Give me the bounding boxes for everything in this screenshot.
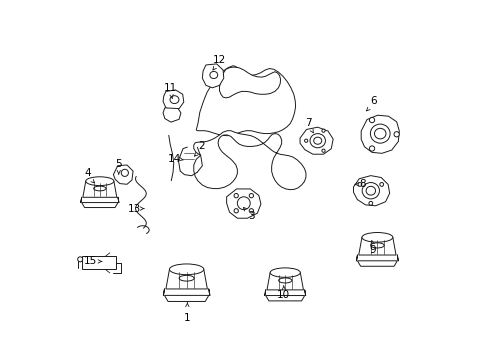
Text: 12: 12	[212, 55, 225, 65]
Polygon shape	[265, 296, 304, 301]
Polygon shape	[266, 273, 303, 290]
Text: 14: 14	[167, 154, 181, 163]
Circle shape	[304, 139, 307, 142]
Ellipse shape	[179, 275, 194, 281]
Text: 3: 3	[248, 211, 254, 221]
Text: 9: 9	[369, 245, 376, 255]
Polygon shape	[163, 108, 181, 122]
Circle shape	[234, 193, 238, 198]
Text: 10: 10	[277, 290, 290, 300]
Circle shape	[121, 169, 128, 176]
Ellipse shape	[209, 71, 217, 78]
Circle shape	[321, 129, 325, 132]
Text: 2: 2	[198, 141, 204, 151]
Circle shape	[368, 146, 374, 151]
Text: 15: 15	[83, 256, 97, 266]
Polygon shape	[193, 131, 305, 190]
Ellipse shape	[370, 243, 384, 248]
Circle shape	[249, 209, 253, 213]
Text: 4: 4	[84, 168, 90, 178]
Ellipse shape	[309, 134, 325, 148]
Polygon shape	[361, 115, 399, 153]
Polygon shape	[165, 269, 207, 289]
Text: 13: 13	[127, 204, 141, 214]
Ellipse shape	[361, 233, 392, 242]
Ellipse shape	[269, 268, 300, 277]
Circle shape	[368, 117, 374, 123]
Polygon shape	[113, 165, 133, 184]
Ellipse shape	[169, 264, 203, 275]
Polygon shape	[196, 66, 295, 136]
Circle shape	[234, 209, 238, 213]
Polygon shape	[81, 203, 118, 208]
Text: 6: 6	[369, 96, 376, 107]
Polygon shape	[357, 261, 397, 266]
Circle shape	[249, 193, 253, 198]
Ellipse shape	[313, 137, 321, 144]
Ellipse shape	[94, 186, 106, 191]
Ellipse shape	[362, 183, 379, 199]
Polygon shape	[202, 64, 224, 88]
Polygon shape	[353, 176, 389, 206]
Polygon shape	[358, 237, 395, 255]
Polygon shape	[164, 296, 208, 301]
Polygon shape	[82, 181, 117, 197]
Circle shape	[379, 183, 383, 186]
Text: 7: 7	[305, 118, 311, 128]
Text: 8: 8	[358, 179, 365, 189]
Ellipse shape	[366, 186, 375, 195]
Ellipse shape	[369, 124, 389, 143]
Polygon shape	[300, 127, 332, 154]
Polygon shape	[226, 189, 261, 218]
Text: 1: 1	[183, 312, 190, 323]
Circle shape	[393, 132, 399, 137]
Ellipse shape	[278, 278, 291, 283]
Ellipse shape	[85, 177, 114, 185]
Polygon shape	[219, 67, 280, 98]
Circle shape	[368, 201, 372, 205]
Polygon shape	[163, 90, 183, 111]
Circle shape	[78, 257, 82, 262]
Ellipse shape	[374, 129, 385, 139]
Circle shape	[237, 197, 250, 210]
Text: 5: 5	[115, 159, 122, 169]
Circle shape	[357, 183, 361, 186]
Text: 11: 11	[163, 83, 177, 93]
Ellipse shape	[170, 96, 179, 104]
Circle shape	[321, 149, 325, 152]
